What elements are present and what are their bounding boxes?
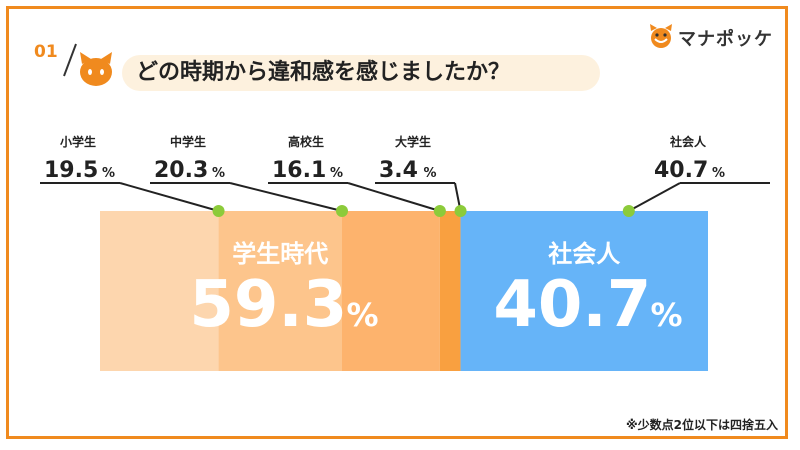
category-unit: % xyxy=(212,166,225,181)
title-band xyxy=(122,55,600,91)
bar-segment-5 xyxy=(460,211,708,371)
leader-line xyxy=(229,182,343,212)
leader-line xyxy=(347,182,441,212)
group-label: 学生時代 xyxy=(232,240,328,268)
category-label: 社会人 xyxy=(669,134,707,149)
category-unit: % xyxy=(424,166,437,181)
category-value: 19.5 xyxy=(44,158,98,183)
leader-dot xyxy=(454,205,467,217)
bar-segment-3 xyxy=(341,211,440,371)
leader-line xyxy=(628,182,681,212)
group-unit: % xyxy=(650,296,682,334)
question-number: 01 xyxy=(34,42,58,62)
brand-logo-icon xyxy=(650,24,672,48)
group-value: 59.3 xyxy=(189,268,347,342)
group-label: 社会人 xyxy=(548,240,620,268)
category-unit: % xyxy=(330,166,343,181)
bar-segment-4 xyxy=(439,211,461,371)
category-unit: % xyxy=(102,166,115,181)
cat-face-icon xyxy=(80,52,112,86)
category-value: 16.1 xyxy=(272,158,326,183)
leader-dot xyxy=(433,205,446,217)
category-value: 3.4 xyxy=(379,158,418,183)
leader-dot xyxy=(212,205,225,217)
category-value: 40.7 xyxy=(654,158,708,183)
leader-dot xyxy=(622,205,635,217)
category-label: 中学生 xyxy=(170,134,206,149)
category-unit: % xyxy=(712,166,725,181)
question-title: どの時期から違和感を感じましたか？ xyxy=(136,60,511,85)
group-value: 40.7 xyxy=(493,268,651,342)
bar-segment-1 xyxy=(100,211,219,371)
leader-line xyxy=(119,182,219,212)
brand-name: マナポッケ xyxy=(678,29,773,50)
category-label: 高校生 xyxy=(288,134,324,149)
group-unit: % xyxy=(346,296,378,334)
bar-segment-2 xyxy=(218,211,342,371)
footnote: ※少数点2位以下は四捨五入 xyxy=(625,418,778,432)
category-value: 20.3 xyxy=(154,158,208,183)
category-label: 小学生 xyxy=(60,134,96,149)
leader-dot xyxy=(335,205,348,217)
question-divider-icon xyxy=(63,43,77,77)
category-label: 大学生 xyxy=(395,134,431,149)
